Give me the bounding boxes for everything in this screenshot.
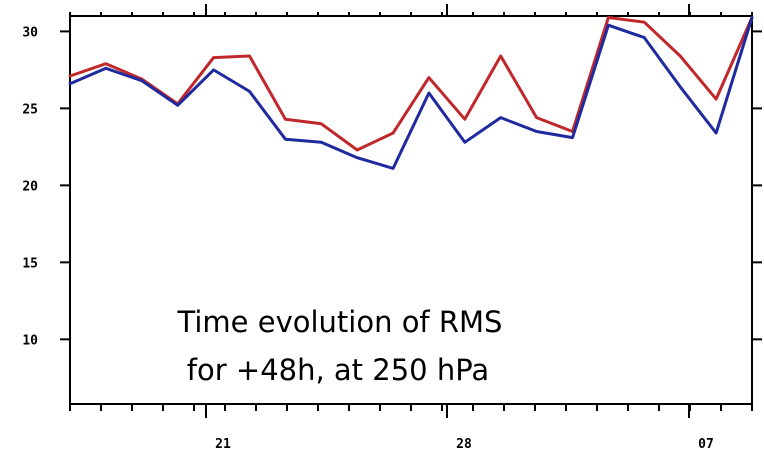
y-tick-label: 20 bbox=[22, 179, 38, 194]
y-tick-label: 10 bbox=[22, 333, 38, 348]
series-line-2 bbox=[68, 16, 754, 170]
plot-border bbox=[69, 15, 753, 405]
y-tick-label: 15 bbox=[22, 256, 38, 271]
x-tick-label: 28 bbox=[456, 437, 472, 452]
plot-frame bbox=[69, 15, 753, 405]
y-tick-label: 30 bbox=[22, 25, 38, 40]
x-axis-ticks: 21 28 07 bbox=[69, 4, 753, 452]
annotation-line-1: Time evolution of RMS bbox=[177, 305, 503, 339]
annotation-line-2: for +48h, at 250 hPa bbox=[187, 353, 489, 387]
series-line-1 bbox=[68, 16, 754, 152]
x-tick-label: 07 bbox=[698, 437, 714, 452]
series-lines bbox=[68, 16, 754, 170]
x-tick-label: 21 bbox=[215, 437, 231, 452]
y-axis-ticks: 10 15 20 25 30 bbox=[22, 25, 762, 348]
y-tick-label: 25 bbox=[22, 102, 38, 117]
